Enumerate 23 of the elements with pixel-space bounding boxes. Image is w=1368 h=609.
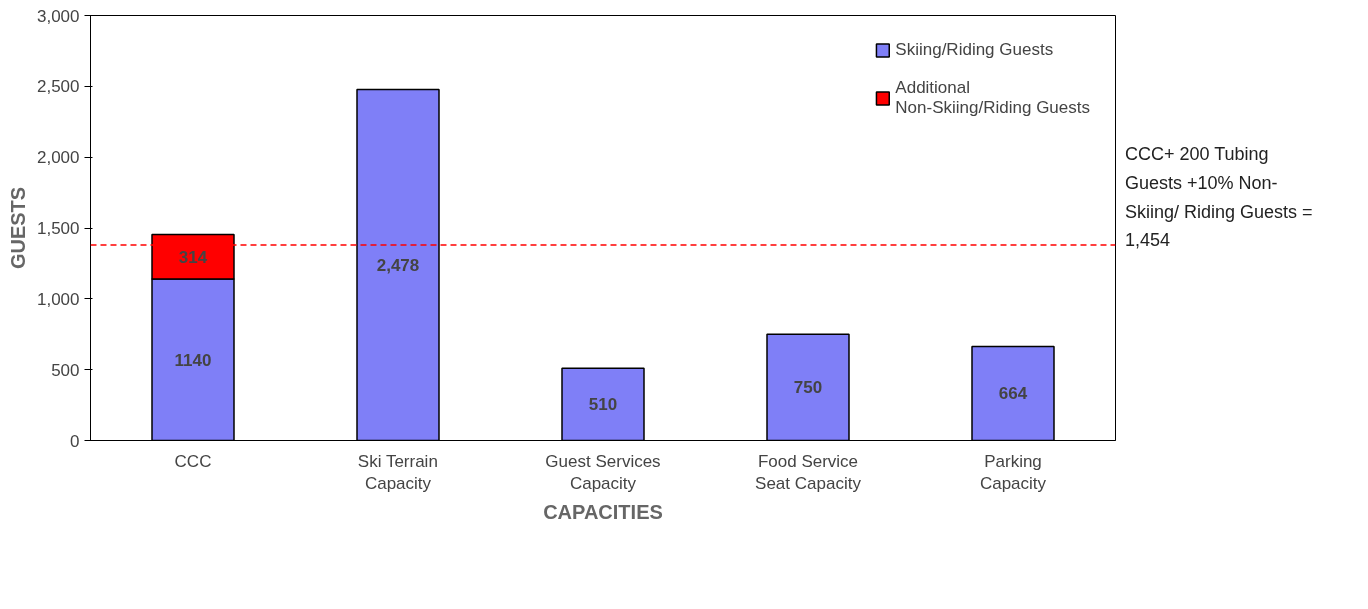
- y-tick-label: 1,500: [36, 219, 80, 238]
- legend-label: Skiing/Riding Guests: [895, 40, 1054, 60]
- x-tick-label: Food Service Seat Capacity: [755, 451, 862, 494]
- legend-label: Additional Non-Skiing/Riding Guests: [895, 78, 1090, 118]
- data-label: 2,478: [376, 255, 420, 275]
- y-tick-label: 3,000: [36, 6, 80, 26]
- data-label: 314: [178, 247, 208, 267]
- y-tick-label: 2,500: [36, 77, 80, 97]
- y-tick-label: 1,000: [36, 289, 80, 309]
- x-tick-label: Parking Capacity: [979, 451, 1047, 494]
- text: CCC+ 200 Tubing Guests +10% Non-Skiing/ Riding Guests = 1,454: [1125, 143, 1314, 253]
- data-label: 510: [588, 395, 618, 415]
- y-tick-label: 2,000: [36, 148, 80, 168]
- x-tick-label: Guest Services Capacity: [545, 451, 661, 494]
- x-tick-label: CCC: [174, 451, 212, 471]
- y-tick-label: 500: [51, 360, 80, 380]
- x-tick-label: Ski Terrain Capacity: [357, 451, 438, 494]
- data-label: 1140: [174, 350, 212, 370]
- y-tick-label: 0: [70, 431, 80, 451]
- data-label: 750: [793, 378, 823, 398]
- data-label: 664: [998, 384, 1028, 404]
- x-axis-title: CAPACITIES: [543, 501, 663, 524]
- y-axis-title: GUESTS: [6, 186, 29, 270]
